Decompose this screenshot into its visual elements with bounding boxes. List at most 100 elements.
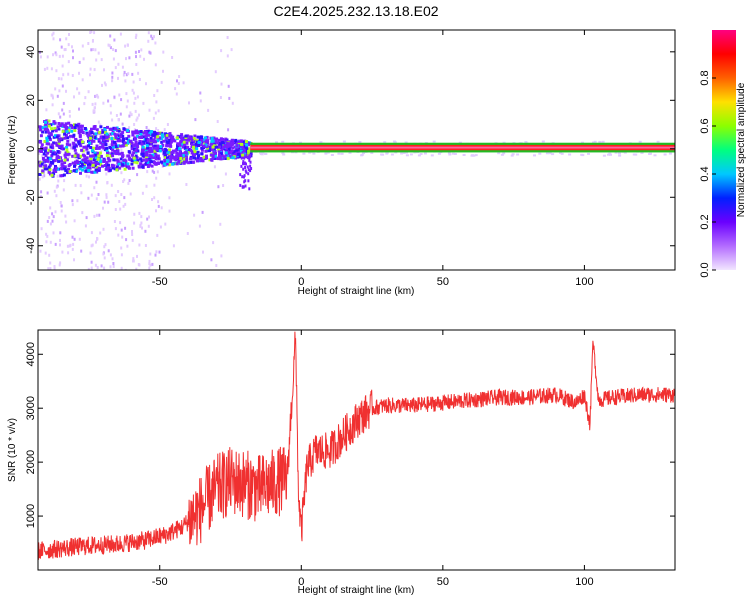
- spectrogram-faint-point: [171, 56, 174, 59]
- spectrogram-faint-point: [102, 206, 104, 210]
- spectrogram-faint-point: [259, 152, 263, 155]
- spectrogram-faint-point: [125, 73, 128, 77]
- spectrogram-faint-point: [131, 72, 134, 76]
- spectrogram-faint-point: [215, 264, 218, 267]
- spectrogram-faint-point: [38, 177, 41, 181]
- spectrogram-faint-point: [49, 222, 52, 226]
- spectrogram-band-point: [86, 133, 90, 137]
- spectrogram-band-point: [210, 158, 214, 162]
- spectrogram-band-point: [160, 140, 164, 144]
- spectrogram-faint-point: [453, 153, 457, 155]
- spectrogram-faint-point: [59, 243, 61, 247]
- spectrogram-band-point: [64, 122, 68, 126]
- spectrogram-band-point: [167, 154, 171, 158]
- spectrogram-faint-point: [59, 231, 62, 235]
- spectrogram-band-point: [40, 146, 44, 150]
- spectrogram-band-point: [101, 142, 105, 146]
- spectrogram-band-point: [213, 154, 217, 158]
- spectrogram-band-point: [49, 132, 53, 136]
- spectrogram-band-point: [85, 161, 89, 165]
- spectrogram-band-point: [92, 146, 96, 150]
- colorbar-tick-label: 0.6: [699, 118, 711, 133]
- spectrogram-band-point: [206, 139, 210, 143]
- spectrogram-band-point: [151, 144, 155, 148]
- spectrogram-faint-point: [135, 55, 137, 59]
- spectrogram-faint-point: [67, 251, 70, 255]
- spectrogram-band-point: [167, 163, 171, 167]
- spectrogram-faint-point: [120, 148, 123, 152]
- spectrogram-faint-point: [96, 93, 99, 97]
- snr-x-tick-label: 100: [575, 576, 593, 588]
- spectrogram-faint-point: [88, 175, 90, 179]
- spectrogram-faint-point: [50, 67, 53, 71]
- spectrogram-faint-point: [337, 152, 341, 155]
- spectrogram-band-point: [78, 129, 81, 133]
- spectrogram-band-point: [242, 140, 246, 144]
- spectrogram-faint-point: [108, 138, 111, 142]
- spectrogram-band-point: [238, 141, 242, 145]
- spectrogram-band-point: [171, 162, 175, 166]
- spectrogram-band-point: [243, 161, 246, 165]
- spectrogram-band-point: [187, 138, 190, 142]
- spectrogram-faint-point: [404, 141, 408, 144]
- spectrogram-faint-point: [97, 120, 100, 124]
- spectrogram-band-point: [122, 138, 125, 141]
- spectrogram-faint-point: [120, 193, 123, 196]
- spectrogram-band-point: [149, 136, 153, 140]
- spectrogram-band-point: [51, 152, 55, 156]
- spectrogram-band-point: [49, 123, 53, 127]
- spectrogram-faint-point: [84, 224, 87, 228]
- spectrogram-band-point: [47, 124, 51, 128]
- spectrogram-faint-point: [109, 46, 112, 50]
- spectrogram-faint-point: [127, 181, 130, 185]
- spectrogram-band-point: [67, 126, 71, 130]
- spectrogram-band-point: [192, 140, 196, 143]
- spectrogram-faint-point: [71, 203, 74, 207]
- spectrogram-faint-point: [146, 217, 149, 221]
- carrier-band-peak: [250, 146, 675, 149]
- spectrogram-band-point: [63, 167, 67, 171]
- spectrogram-band-point: [130, 162, 134, 166]
- spectrogram-faint-point: [138, 211, 141, 215]
- spectrogram-x-tick-label: 100: [575, 276, 593, 288]
- spectrogram-band-point: [213, 151, 217, 155]
- spectrogram-band-point: [153, 135, 157, 139]
- spectrogram-faint-point: [71, 235, 74, 239]
- spectrogram-faint-point: [497, 152, 501, 155]
- spectrogram-faint-point: [212, 241, 215, 245]
- spectrogram-faint-point: [95, 197, 98, 201]
- spectrogram-band-point: [44, 154, 48, 158]
- spectrogram-band-point: [152, 138, 156, 142]
- spectrogram-band-point: [245, 170, 248, 174]
- spectrogram-band-point: [201, 159, 205, 163]
- spectrogram-band-point: [210, 137, 214, 140]
- spectrogram-y-tick-label: -40: [25, 238, 37, 254]
- spectrogram-band-point: [183, 142, 187, 146]
- spectrogram-faint-point: [451, 152, 455, 155]
- spectrogram-faint-point: [158, 250, 161, 254]
- spectrogram-band-point: [91, 163, 95, 167]
- spectrogram-band-point: [247, 149, 251, 153]
- spectrogram-faint-point: [108, 143, 111, 147]
- spectrogram-band-point: [196, 159, 199, 163]
- spectrogram-faint-point: [89, 31, 92, 34]
- spectrogram-faint-point: [73, 219, 76, 223]
- spectrogram-band-point: [185, 158, 189, 162]
- spectrogram-faint-point: [618, 152, 621, 155]
- snr-x-tick-label: -50: [152, 576, 168, 588]
- spectrogram-band-point: [66, 139, 70, 143]
- spectrogram-band-point: [116, 149, 120, 153]
- spectrogram-band-point: [74, 137, 78, 141]
- spectrogram-band-point: [57, 156, 61, 159]
- spectrogram-band-point: [96, 162, 100, 166]
- spectrogram-x-tick-label: 0: [298, 276, 304, 288]
- spectrogram-band-point: [48, 157, 52, 161]
- spectrogram-faint-point: [122, 204, 125, 208]
- spectrogram-band-point: [80, 163, 84, 167]
- spectrogram-faint-point: [80, 191, 83, 195]
- spectrogram-faint-point: [154, 41, 157, 45]
- spectrogram-band-point: [93, 170, 97, 174]
- spectrogram-faint-point: [103, 68, 105, 72]
- spectrogram-faint-point: [121, 122, 124, 126]
